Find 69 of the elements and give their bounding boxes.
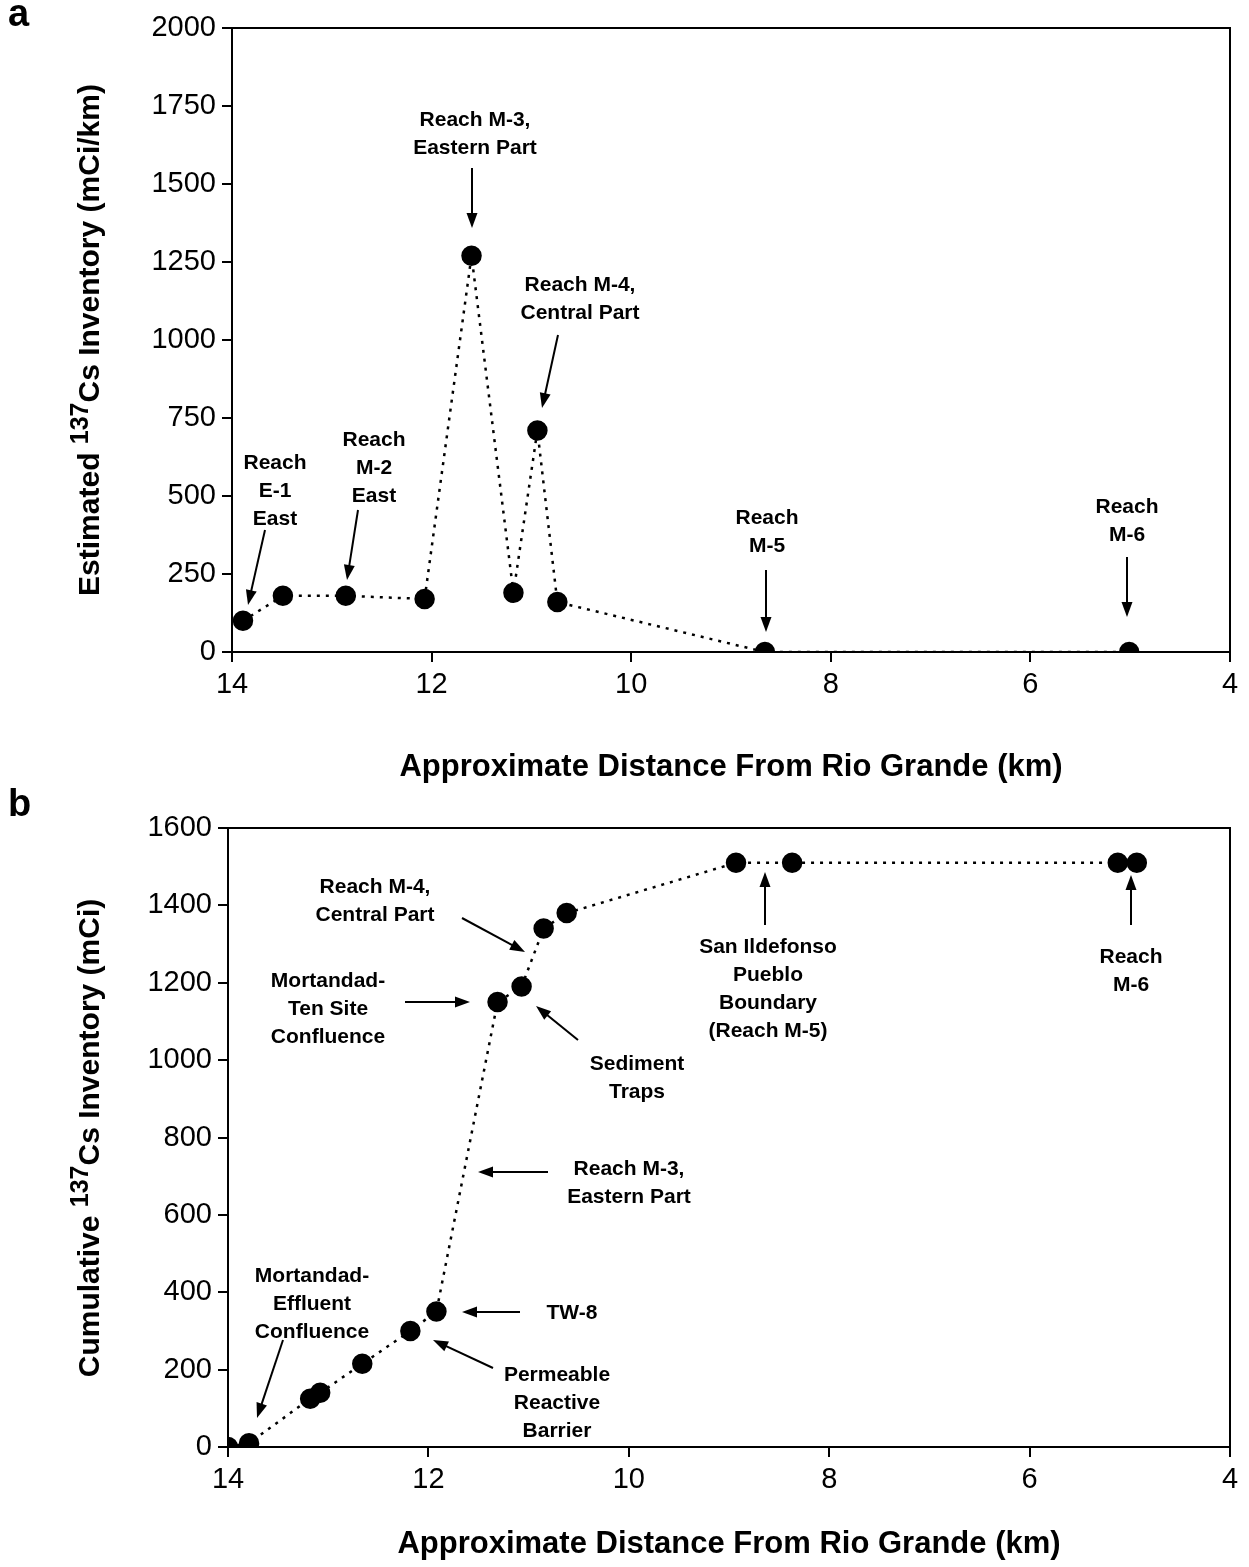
point [533,918,554,939]
annotation: Reach E-1 East [243,449,307,531]
point [414,588,435,610]
x-tick-label: 8 [821,1462,838,1495]
y-tick-label: 600 [163,1196,212,1229]
chart-title: a [8,0,30,35]
point [426,1301,447,1322]
point [547,591,568,613]
point [1126,852,1148,874]
x-tick-label: 14 [211,1462,245,1495]
annotation: Reach M-3, Eastern Part [413,106,537,160]
x-axis-title: Approximate Distance From Rio Grande (km) [397,1524,1061,1560]
point [309,1382,331,1404]
y-tick-label: 1750 [151,88,216,120]
y-tick-label: 1000 [151,322,216,354]
point [511,976,532,997]
x-tick-label: 4 [1221,1462,1239,1495]
point [487,991,508,1013]
x-tick-label: 6 [1022,667,1039,700]
annotation: Reach M-5 [735,504,799,558]
x-tick-label: 14 [215,667,249,700]
x-axis-title: Approximate Distance From Rio Grande (km) [399,747,1063,783]
y-tick-label: 0 [195,1429,212,1461]
point [1107,852,1129,874]
x-tick-label: 10 [615,667,648,700]
annotation: Reach M-4, Central Part [520,271,640,325]
annotation: TW-8 [546,1299,598,1325]
point [461,245,482,267]
y-tick-label: 800 [163,1119,212,1152]
y-tick-label: 750 [167,400,216,432]
x-tick-label: 8 [822,667,839,700]
x-tick-label: 12 [415,667,448,700]
x-tick-label: 12 [412,1462,445,1495]
y-tick-label: 200 [163,1351,212,1384]
y-tick-label: 400 [163,1274,212,1307]
point [400,1320,421,1342]
y-tick-label: 2000 [151,10,216,42]
x-tick-label: 10 [612,1462,645,1495]
y-tick-label: 1200 [147,964,212,997]
y-tick-label: 1600 [147,810,212,842]
x-tick-label: 4 [1221,667,1239,700]
point [232,610,254,632]
point [335,585,357,607]
point [352,1353,373,1375]
y-tick-label: 1250 [151,244,216,276]
y-tick-label: 250 [167,556,216,588]
y-tick-label: 1500 [151,166,216,198]
y-tick-label: 500 [167,478,216,510]
annotation: Reach M-3, Eastern Part [567,1155,691,1209]
annotation: Mortandad- Effluent Confluence [254,1262,370,1344]
point [503,582,524,603]
point [527,420,548,441]
annotation: Mortandad- Ten Site Confluence [270,967,386,1049]
y-tick-label: 1400 [147,887,212,920]
annotation: San Ildefonso Pueblo Boundary (Reach M-5) [699,933,837,1043]
y-tick-label: 0 [199,634,216,666]
annotation: Reach M-2 East [342,426,406,508]
point [556,902,577,924]
point [725,852,747,874]
x-tick-label: 6 [1021,1462,1038,1495]
annotation: Reach M-6 [1099,943,1163,997]
annotation: Sediment Traps [589,1050,685,1104]
annotation: Reach M-4, Central Part [315,873,435,927]
point [272,585,294,607]
chart-title: b [8,782,32,825]
annotation: Permeable Reactive Barrier [503,1361,611,1443]
annotation: Reach M-6 [1095,493,1159,547]
point [781,852,803,874]
y-tick-label: 1000 [147,1042,212,1075]
